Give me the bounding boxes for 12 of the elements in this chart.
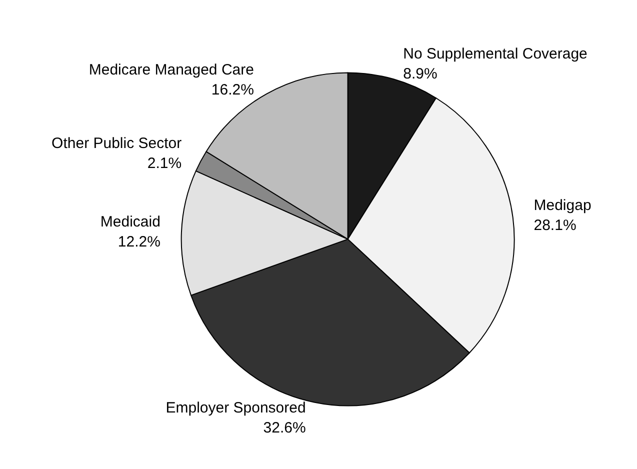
data-label: 12.2% bbox=[118, 234, 160, 251]
data-label: 2.1% bbox=[147, 155, 182, 172]
slice-label: Medigap bbox=[534, 196, 592, 214]
slice-label: Medicaid bbox=[100, 214, 160, 231]
data-label: 32.6% bbox=[263, 419, 306, 436]
slice-label: Medicare Managed Care bbox=[88, 61, 254, 78]
data-label: 8.9% bbox=[403, 65, 438, 82]
slice-label: Other Public Sector bbox=[52, 135, 182, 152]
data-label: 28.1% bbox=[534, 216, 576, 234]
slice-label: Employer Sponsored bbox=[166, 399, 306, 416]
data-label: 16.2% bbox=[211, 81, 254, 98]
slice-label: No Supplemental Coverage bbox=[403, 45, 588, 62]
